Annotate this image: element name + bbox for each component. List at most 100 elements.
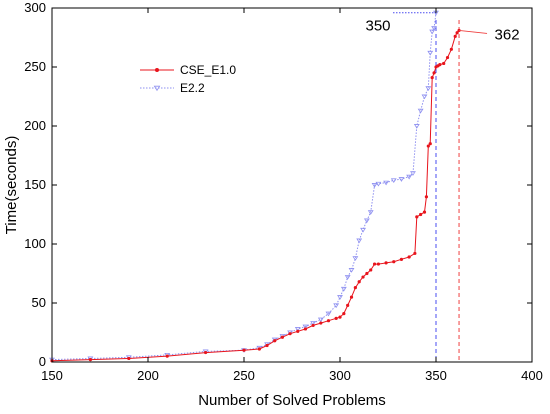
data-point-0-32 [413,251,417,256]
data-point-0-11 [296,329,300,333]
x-tick-label-4: 350 [425,368,447,383]
data-point-0-13 [311,323,315,328]
data-point-0-6 [257,347,261,351]
data-point-0-2 [127,356,131,361]
data-point-1-38 [429,29,436,35]
data-point-0-19 [346,303,350,307]
data-point-1-35 [421,94,428,100]
data-point-1-15 [325,311,332,317]
data-point-0-14 [319,321,323,325]
data-point-0-18 [342,312,346,316]
x-tick-label-5: 400 [521,368,543,383]
y-tick-label-3: 150 [24,177,46,192]
data-point-0-10 [288,332,292,336]
data-point-0-40 [432,71,436,75]
data-point-1-31 [406,174,413,180]
data-point-0-22 [357,280,361,284]
x-tick-label-1: 200 [137,368,159,383]
data-point-0-9 [280,335,284,339]
data-point-1-39 [431,26,438,31]
data-point-1-33 [413,124,420,129]
data-point-1-27 [375,181,382,187]
plot-frame [51,7,533,363]
data-point-0-24 [365,271,369,276]
data-point-1-14 [317,317,324,323]
data-point-0-16 [334,316,338,320]
data-point-1-23 [360,227,366,233]
x-tick-label-0: 150 [41,368,63,383]
y-tick-label-0: 0 [39,354,46,369]
series-line-0 [51,30,460,362]
data-point-1-22 [356,238,363,244]
data-point-0-25 [369,268,373,272]
legend-marker-e22 [153,85,161,92]
y-tick-label-2: 100 [24,236,46,251]
data-point-1-28 [383,180,390,186]
data-point-0-17 [338,315,342,319]
data-point-0-36 [424,195,428,199]
series-line-1 [51,12,437,361]
data-point-0-37 [426,144,430,148]
data-point-0-8 [273,339,277,343]
data-point-0-47 [453,34,457,38]
data-point-1-17 [337,295,343,300]
data-point-0-12 [303,327,308,331]
data-point-0-7 [265,343,269,348]
data-point-1-34 [417,108,424,114]
data-point-1-37 [427,50,434,56]
data-point-0-48 [455,31,459,35]
y-tick-label-4: 200 [24,118,46,133]
x-tick-label-2: 250 [233,368,255,383]
legend-item-e22: E2.2 [140,81,205,95]
data-point-0-33 [415,215,419,219]
legend: CSE_E1.0 E2.2 [140,63,236,95]
data-point-1-13 [310,321,317,326]
tick-layer: 150 200 250 300 350 400 0 50 100 150 200 250 300 [24,0,543,383]
data-point-1-19 [344,275,351,280]
legend-marker-cse [155,68,159,72]
data-point-0-28 [384,261,388,265]
data-point-0-4 [204,350,208,355]
x-tick-label-3: 300 [329,368,351,383]
data-point-0-27 [376,262,380,266]
y-tick-label-6: 300 [24,0,46,15]
data-point-1-32 [410,171,416,176]
data-point-1-18 [340,286,347,292]
data-point-0-39 [430,76,434,80]
data-point-1-26 [371,183,378,188]
y-axis-title: Time(seconds) [3,136,20,235]
data-point-0-29 [392,260,396,264]
x-axis-title: Number of Solved Problems [198,392,386,409]
series-layer [49,10,461,363]
data-point-0-43 [438,63,442,67]
series-1 [49,10,439,363]
legend-label-cse: CSE_E1.0 [180,63,236,77]
y-tick-label-1: 50 [32,295,46,310]
data-point-0-1 [88,358,92,362]
data-point-0-5 [242,348,246,352]
data-point-0-46 [449,47,453,51]
data-point-0-21 [353,286,357,290]
data-point-0-20 [349,295,354,299]
data-point-1-11 [294,327,301,332]
data-point-1-24 [363,218,370,224]
data-point-0-38 [428,142,432,146]
data-point-1-29 [390,178,397,184]
data-point-0-44 [442,61,446,66]
legend-item-cse: CSE_E1.0 [140,63,236,77]
data-point-0-26 [372,262,377,266]
data-point-0-35 [422,210,427,214]
data-point-0-34 [419,212,423,217]
y-tick-label-5: 250 [24,59,46,74]
data-point-1-21 [352,256,359,261]
data-point-0-15 [326,319,331,323]
data-point-1-36 [425,86,432,91]
annotation-leader-1 [458,30,488,34]
data-point-0-31 [407,255,411,259]
data-point-0-30 [399,257,404,261]
annotation-350: 350 [365,18,390,35]
data-point-0-3 [165,354,169,358]
data-point-1-16 [333,303,340,309]
data-point-1-20 [348,268,355,273]
